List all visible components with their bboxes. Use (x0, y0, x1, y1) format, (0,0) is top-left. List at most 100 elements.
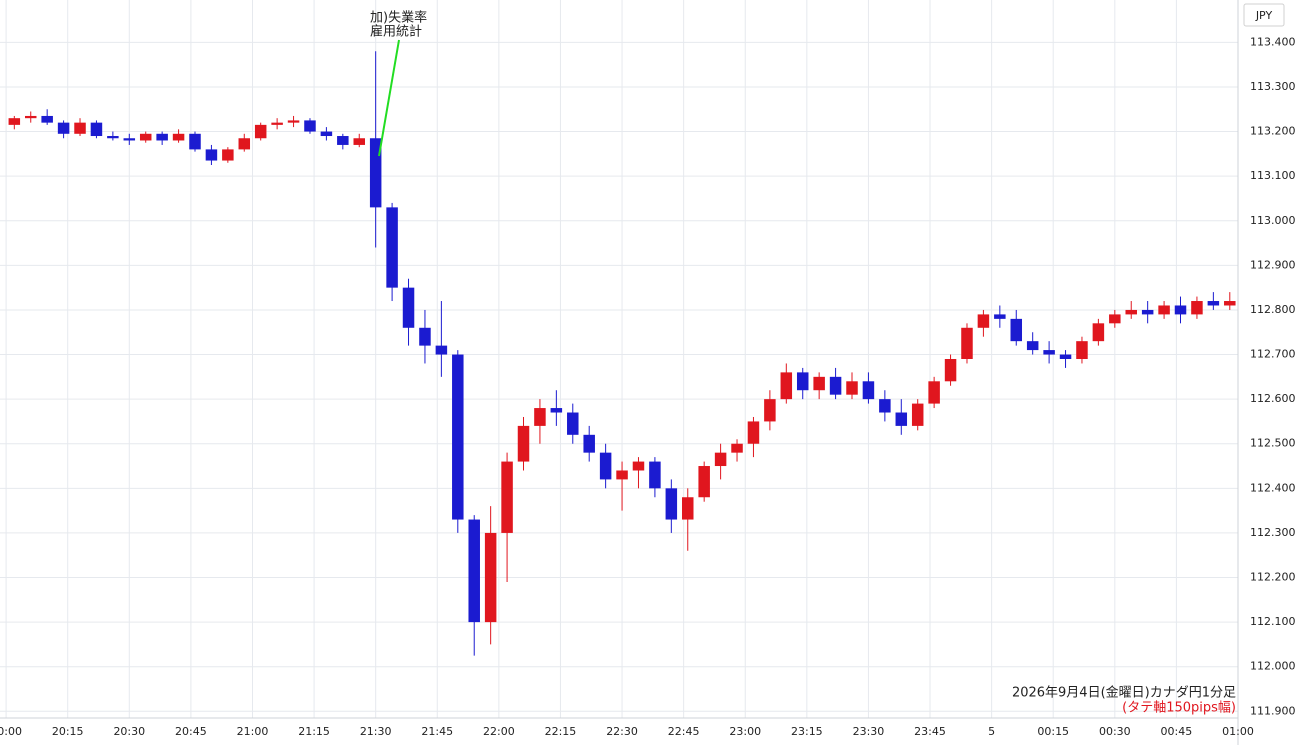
candle-body (107, 136, 119, 139)
candle-body (90, 122, 103, 137)
candle-body (1174, 305, 1187, 315)
currency-label: JPY (1255, 9, 1273, 22)
candle-body (895, 412, 908, 426)
candle-body (517, 425, 530, 462)
grid (0, 0, 1239, 718)
y-tick-label: 113.400 (1250, 35, 1296, 48)
y-tick-label: 113.300 (1250, 80, 1296, 93)
candle-body (353, 138, 365, 145)
y-tick-label: 113.000 (1250, 214, 1296, 227)
x-tick-label: 22:00 (483, 725, 515, 738)
candle-body (977, 314, 990, 328)
candle-body (944, 359, 957, 382)
candle-body (632, 461, 645, 471)
candle-body (402, 287, 415, 328)
candle-body (616, 470, 628, 480)
candle-body (1092, 323, 1105, 342)
candle-body (649, 461, 661, 489)
candle-body (747, 421, 760, 444)
candle-body (238, 138, 251, 150)
candle-body (123, 138, 136, 141)
candle-body (189, 133, 201, 150)
candle-body (501, 461, 513, 533)
x-tick-label: 21:45 (421, 725, 453, 738)
x-tick-label: 22:30 (606, 725, 638, 738)
candle-body (1026, 341, 1039, 351)
candle-body (862, 381, 875, 400)
x-tick-label: 20:15 (52, 725, 84, 738)
candle-body (928, 381, 940, 404)
candle-body (731, 443, 743, 453)
candle-body (452, 354, 464, 520)
x-tick-label: 5 (988, 725, 995, 738)
y-tick-label: 113.100 (1250, 169, 1296, 182)
candle-body (222, 149, 234, 161)
x-tick-label: 23:30 (853, 725, 885, 738)
candle-body (1109, 314, 1121, 324)
x-tick-label: 20:45 (175, 725, 207, 738)
y-tick-label: 112.200 (1250, 571, 1296, 584)
y-tick-label: 111.900 (1250, 704, 1296, 717)
y-tick-label: 112.400 (1250, 481, 1296, 494)
x-tick-label: 23:15 (791, 725, 823, 738)
candle-body (468, 519, 480, 623)
x-tick-label: 20:00 (0, 725, 22, 738)
candle-body (829, 376, 842, 395)
annotation: 雇用統計 (370, 24, 422, 40)
x-tick-label: 00:30 (1099, 725, 1131, 738)
y-tick-label: 112.300 (1250, 526, 1296, 539)
annotation: 加)失業率 (370, 10, 427, 26)
x-tick-label: 23:45 (914, 725, 946, 738)
currency-box (1243, 3, 1285, 27)
candle-body (1059, 354, 1072, 359)
y-tick-label: 112.800 (1250, 303, 1296, 316)
y-tick-label: 112.000 (1250, 660, 1296, 673)
candle-body (320, 131, 333, 137)
candle-body (386, 207, 398, 288)
candle-body (682, 497, 694, 520)
candle-body (550, 408, 563, 413)
y-tick-label: 112.100 (1250, 615, 1296, 628)
candle-body (994, 314, 1006, 319)
candle-body (1141, 309, 1154, 315)
candles (8, 51, 1236, 656)
candle-body (1125, 309, 1137, 315)
y-tick-label: 112.900 (1250, 258, 1296, 271)
x-tick-label: 23:00 (729, 725, 761, 738)
x-tick-label: 20:30 (113, 725, 145, 738)
candle-body (961, 327, 973, 359)
candle-body (846, 381, 858, 395)
candle-body (1224, 301, 1236, 306)
x-tick-label: 21:00 (237, 725, 269, 738)
candle-body (796, 372, 809, 391)
y-tick-label: 112.700 (1250, 348, 1296, 361)
candle-body (599, 452, 612, 480)
candle-body (8, 118, 21, 125)
candle-body (304, 120, 316, 132)
candle-body (1207, 301, 1220, 306)
x-tick-label: 22:45 (668, 725, 700, 738)
y-tick-label: 112.600 (1250, 392, 1296, 405)
candle-body (665, 488, 678, 520)
candle-body (1010, 318, 1023, 342)
candle-body (156, 133, 168, 141)
x-tick-label: 00:45 (1161, 725, 1193, 738)
candle-body (254, 124, 267, 139)
candle-body (714, 452, 727, 467)
candle-body (534, 408, 546, 426)
candle-body (172, 133, 185, 141)
footer-note: (タテ軸150pips幅) (1122, 701, 1236, 716)
candle-body (24, 115, 37, 119)
candle-body (74, 122, 86, 134)
candle-body (139, 133, 152, 141)
candle-body (484, 532, 497, 623)
candle-body (287, 120, 300, 123)
candle-body (698, 466, 710, 498)
candle-body (41, 115, 53, 123)
candle-body (879, 399, 891, 413)
y-tick-label: 112.500 (1250, 437, 1296, 450)
candle-body (583, 434, 595, 453)
candle-body (205, 149, 218, 161)
candle-body (369, 138, 382, 208)
